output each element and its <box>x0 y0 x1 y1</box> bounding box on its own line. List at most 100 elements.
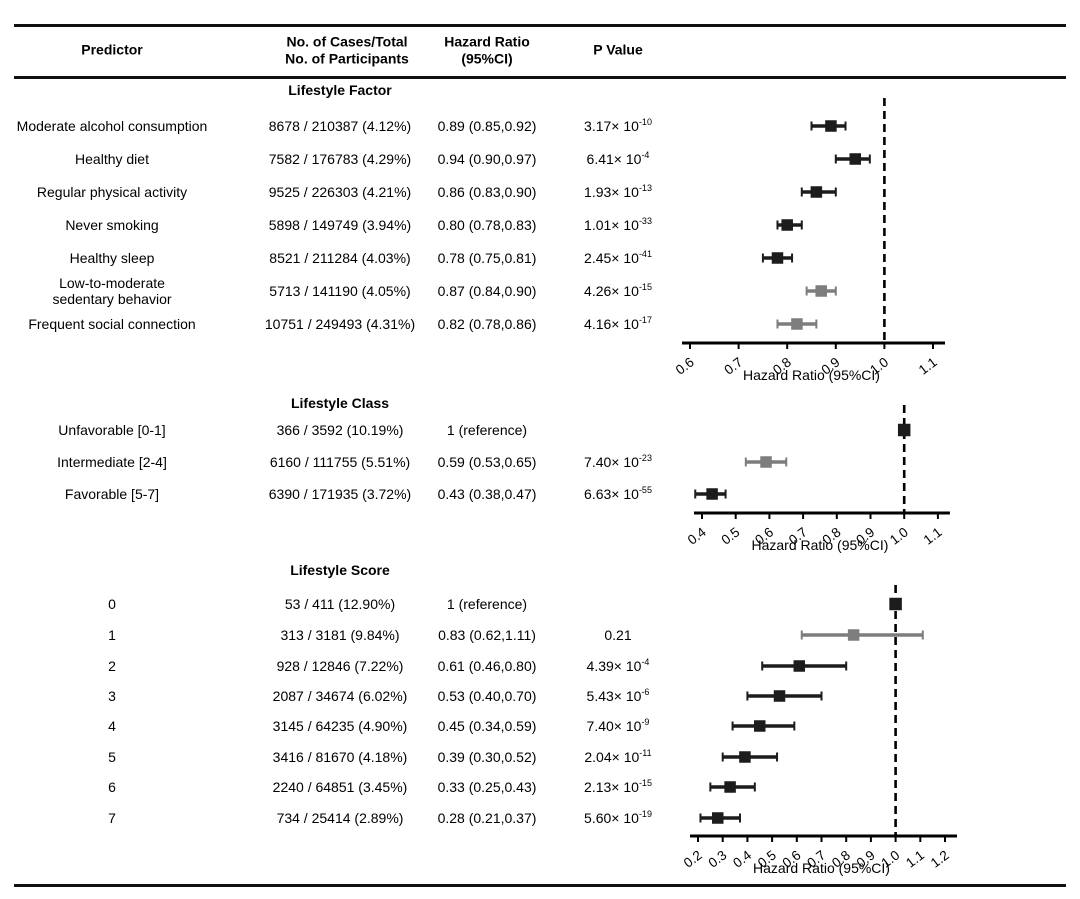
hr-cell: 0.86 (0.83,0.90) <box>437 183 537 200</box>
hr-marker <box>791 318 803 330</box>
p-value-exponent: -15 <box>638 282 652 293</box>
p-value-cell: 1.01× 10-33 <box>550 217 686 233</box>
tick-label: 0.2 <box>681 847 705 870</box>
p-value-cell: 2.04× 10-11 <box>550 749 686 765</box>
p-value-cell: 6.41× 10-4 <box>550 151 686 167</box>
hr-marker <box>739 751 751 763</box>
p-value-base: 4.39× 10 <box>586 657 642 674</box>
p-value-cell: 5.43× 10-6 <box>550 688 686 704</box>
p-value-exponent: -11 <box>639 748 652 759</box>
p-value-cell: 3.17× 10-10 <box>550 118 686 134</box>
tick-label: 1.2 <box>928 847 952 870</box>
column-header-predictor: Predictor <box>81 41 143 58</box>
p-value-cell: 5.60× 10-19 <box>550 810 686 826</box>
p-value-cell: 2.13× 10-15 <box>550 779 686 795</box>
p-value-exponent: -17 <box>638 315 652 326</box>
p-value-base: 7.40× 10 <box>584 453 639 470</box>
p-value-base: 7.40× 10 <box>586 717 642 734</box>
predictor-cell: 5 <box>108 748 116 765</box>
column-header-cases: No. of Cases/Total No. of Participants <box>285 33 409 66</box>
hr-marker <box>825 120 837 132</box>
hr-marker <box>754 720 766 732</box>
p-value-exponent: -41 <box>638 249 652 260</box>
hr-marker <box>773 690 786 702</box>
cases-cell: 8678 / 210387 (4.12%) <box>268 117 412 134</box>
p-value-base: 6.63× 10 <box>584 485 639 502</box>
p-value-cell: 7.40× 10-23 <box>550 454 686 470</box>
hr-marker <box>760 456 772 468</box>
p-value-exponent: -6 <box>641 687 650 698</box>
hr-marker <box>810 186 823 198</box>
column-header-p-value: P Value <box>593 41 643 58</box>
p-value-exponent: -4 <box>641 657 650 668</box>
cases-cell: 3145 / 64235 (4.90%) <box>272 717 408 734</box>
cases-cell: 313 / 3181 (9.84%) <box>280 626 400 643</box>
cases-cell: 8521 / 211284 (4.03%) <box>269 249 411 266</box>
hr-cell: 0.28 (0.21,0.37) <box>437 809 537 826</box>
p-value-cell: 1.93× 10-13 <box>550 184 686 200</box>
predictor-cell: 4 <box>108 717 116 734</box>
cases-cell: 2240 / 64851 (3.45%) <box>272 778 408 795</box>
predictor-cell: 3 <box>108 687 116 704</box>
predictor-cell: Unfavorable [0-1] <box>58 421 166 438</box>
hr-cell: 0.83 (0.62,1.11) <box>438 626 536 643</box>
p-value-base: 1.01× 10 <box>584 216 639 233</box>
cases-cell: 366 / 3592 (10.19%) <box>276 421 404 438</box>
hr-cell: 0.59 (0.53,0.65) <box>437 453 537 470</box>
p-value-cell: 6.63× 10-55 <box>550 486 686 502</box>
cases-cell: 7582 / 176783 (4.29%) <box>268 150 412 167</box>
cases-cell: 5713 / 141190 (4.05%) <box>269 282 411 299</box>
predictor-cell: Never smoking <box>65 216 159 233</box>
predictor-cell: Healthy sleep <box>69 249 155 266</box>
p-value-cell: 4.16× 10-17 <box>550 316 686 332</box>
p-value-base: 4.26× 10 <box>584 282 639 299</box>
p-value-exponent: -23 <box>638 453 652 464</box>
hr-marker <box>771 252 784 264</box>
axis-title: Hazard Ratio (95%CI) <box>753 860 890 876</box>
tick-label: 0.7 <box>721 354 745 377</box>
p-value-exponent: -15 <box>638 778 652 789</box>
hr-cell: 0.80 (0.78,0.83) <box>437 216 537 233</box>
forest-plot: 0.2 0.3 0.4 0.5 0.6 0.7 0.8 0.9 1.0 1.1 1.2Hazard … <box>681 585 957 876</box>
predictor-cell: Frequent social connection <box>28 315 196 332</box>
p-value-cell: 2.45× 10-41 <box>550 250 686 266</box>
cases-cell: 928 / 12846 (7.22%) <box>276 657 404 674</box>
hr-cell: 1 (reference) <box>446 421 528 438</box>
hr-cell: 0.87 (0.84,0.90) <box>437 282 537 299</box>
tick-label: 0.5 <box>718 524 742 547</box>
predictor-cell: Low-to-moderate sedentary behavior <box>52 274 172 307</box>
hr-marker <box>712 812 724 824</box>
reference-marker <box>889 597 902 611</box>
cases-cell: 3416 / 81670 (4.18%) <box>272 748 408 765</box>
p-value-cell: 7.40× 10-9 <box>550 718 686 734</box>
cases-cell: 9525 / 226303 (4.21%) <box>268 183 412 200</box>
axis-title: Hazard Ratio (95%CI) <box>751 537 888 553</box>
p-value-exponent: -19 <box>638 809 652 820</box>
p-value-base: 2.45× 10 <box>584 249 639 266</box>
cases-cell: 5898 / 149749 (3.94%) <box>268 216 412 233</box>
hr-marker <box>815 285 827 297</box>
hr-marker <box>793 660 806 672</box>
hr-marker <box>781 219 793 231</box>
p-value-base: 0.21 <box>604 626 632 643</box>
tick-label: 0.6 <box>673 354 697 377</box>
p-value-exponent: -9 <box>641 717 650 728</box>
hr-cell: 0.33 (0.25,0.43) <box>437 778 537 795</box>
hr-marker <box>847 629 860 641</box>
hr-marker <box>849 153 861 165</box>
predictor-cell: 7 <box>108 809 116 826</box>
p-value-exponent: -13 <box>638 183 652 194</box>
p-value-exponent: -33 <box>638 216 652 227</box>
tick-label: 0.4 <box>685 524 709 548</box>
top-rule <box>14 24 1066 27</box>
p-value-exponent: -4 <box>641 150 650 161</box>
p-value-cell: 0.21 <box>550 627 686 643</box>
tick-label: 1.1 <box>916 354 940 377</box>
p-value-cell: 4.26× 10-15 <box>550 283 686 299</box>
cases-cell: 6390 / 171935 (3.72%) <box>268 485 412 502</box>
p-value-base: 5.43× 10 <box>586 687 642 704</box>
hr-cell: 0.43 (0.38,0.47) <box>437 485 537 502</box>
